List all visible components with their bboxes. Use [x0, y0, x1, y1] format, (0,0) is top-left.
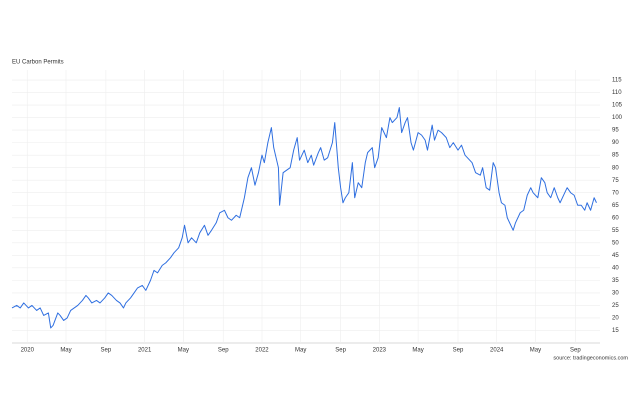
x-tick-label: 2023	[373, 348, 387, 354]
y-tick-label: 15	[612, 328, 619, 334]
x-tick-label: May	[412, 348, 423, 354]
y-tick-label: 30	[612, 290, 619, 296]
y-tick-label: 115	[612, 78, 622, 84]
y-tick-label: 65	[612, 203, 619, 209]
y-tick-label: 110	[612, 90, 622, 96]
x-tick-label: 2024	[490, 348, 504, 354]
y-tick-label: 50	[612, 240, 619, 246]
y-tick-label: 85	[612, 153, 619, 159]
x-tick-label: May	[60, 348, 71, 354]
y-tick-label: 55	[612, 228, 619, 234]
x-tick-label: Sep	[218, 348, 229, 354]
y-tick-label: 90	[612, 140, 619, 146]
x-tick-label: Sep	[335, 348, 346, 354]
x-tick-label: 2020	[21, 348, 35, 354]
chart-title: EU Carbon Permits	[12, 60, 64, 66]
x-tick-label: Sep	[453, 348, 464, 354]
y-tick-label: 40	[612, 265, 619, 271]
y-tick-label: 60	[612, 215, 619, 221]
x-tick-label: 2021	[138, 348, 152, 354]
y-tick-label: 75	[612, 178, 619, 184]
y-tick-label: 25	[612, 303, 619, 309]
x-tick-label: May	[295, 348, 306, 354]
price-line	[11, 107, 597, 329]
x-tick-label: May	[530, 348, 541, 354]
y-tick-label: 45	[612, 253, 619, 259]
y-tick-label: 70	[612, 190, 619, 196]
y-tick-label: 105	[612, 103, 623, 109]
x-tick-label: May	[178, 348, 189, 354]
y-tick-label: 100	[612, 115, 623, 121]
source-note: source: tradingeconomics.com	[553, 355, 628, 361]
y-tick-label: 95	[612, 128, 619, 134]
y-tick-label: 80	[612, 165, 619, 171]
x-tick-label: Sep	[570, 348, 581, 354]
y-tick-label: 35	[612, 278, 619, 284]
x-tick-label: Sep	[101, 348, 112, 354]
y-tick-label: 20	[612, 316, 619, 322]
x-tick-label: 2022	[255, 348, 269, 354]
